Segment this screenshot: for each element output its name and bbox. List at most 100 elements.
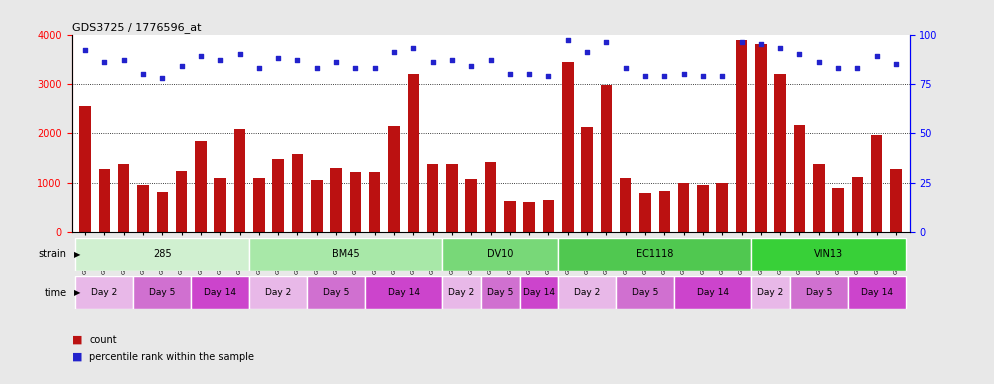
Bar: [562, 62, 574, 232]
Point: [791, 51, 807, 58]
Text: 285: 285: [153, 249, 172, 260]
Text: VIN13: VIN13: [814, 249, 843, 260]
Point: [580, 49, 595, 55]
Bar: [481, 276, 520, 309]
Bar: [848, 276, 906, 309]
Bar: [832, 188, 844, 232]
Point: [541, 73, 557, 79]
Bar: [137, 185, 149, 232]
Point: [213, 57, 229, 63]
Bar: [774, 74, 786, 232]
Text: Day 2: Day 2: [757, 288, 783, 297]
Bar: [736, 40, 747, 232]
Bar: [80, 106, 90, 232]
Bar: [558, 238, 751, 271]
Bar: [891, 169, 902, 232]
Point: [811, 59, 827, 65]
Bar: [485, 162, 496, 232]
Text: ■: ■: [72, 352, 83, 362]
Bar: [76, 276, 133, 309]
Point: [656, 73, 672, 79]
Bar: [133, 276, 191, 309]
Text: Day 5: Day 5: [487, 288, 513, 297]
Point: [270, 55, 286, 61]
Point: [406, 45, 421, 51]
Point: [617, 65, 633, 71]
Point: [463, 63, 479, 69]
Bar: [520, 276, 558, 309]
Bar: [751, 276, 790, 309]
Text: GDS3725 / 1776596_at: GDS3725 / 1776596_at: [72, 22, 201, 33]
Point: [174, 63, 190, 69]
Point: [521, 71, 537, 77]
Bar: [249, 238, 442, 271]
Bar: [581, 126, 592, 232]
Bar: [76, 238, 249, 271]
Text: Day 14: Day 14: [697, 288, 729, 297]
Bar: [620, 178, 631, 232]
Bar: [253, 178, 264, 232]
Text: EC1118: EC1118: [636, 249, 673, 260]
Bar: [249, 276, 307, 309]
Bar: [426, 164, 438, 232]
Point: [715, 73, 731, 79]
Point: [328, 59, 344, 65]
Bar: [639, 193, 651, 232]
Bar: [369, 172, 381, 232]
Text: ▶: ▶: [74, 288, 81, 297]
Bar: [176, 171, 188, 232]
Text: ■: ■: [72, 335, 83, 345]
Text: BM45: BM45: [332, 249, 360, 260]
Bar: [350, 172, 361, 232]
Bar: [558, 276, 616, 309]
Point: [115, 57, 131, 63]
Bar: [852, 177, 863, 232]
Text: Day 14: Day 14: [861, 288, 893, 297]
Bar: [311, 180, 323, 232]
Bar: [365, 276, 442, 309]
Bar: [98, 169, 110, 232]
Bar: [793, 124, 805, 232]
Point: [367, 65, 383, 71]
Bar: [674, 276, 751, 309]
Point: [734, 40, 749, 46]
Text: Day 5: Day 5: [632, 288, 658, 297]
Bar: [442, 238, 558, 271]
Bar: [616, 276, 674, 309]
Point: [695, 73, 711, 79]
Point: [250, 65, 266, 71]
Bar: [871, 135, 883, 232]
Bar: [118, 164, 129, 232]
Point: [676, 71, 692, 77]
Bar: [272, 159, 284, 232]
Bar: [678, 183, 690, 232]
Bar: [307, 276, 365, 309]
Point: [850, 65, 866, 71]
Text: Day 2: Day 2: [574, 288, 600, 297]
Text: Day 14: Day 14: [388, 288, 419, 297]
Bar: [790, 276, 848, 309]
Point: [444, 57, 460, 63]
Bar: [408, 74, 419, 232]
Point: [78, 47, 93, 53]
Bar: [658, 191, 670, 232]
Point: [483, 57, 498, 63]
Bar: [504, 201, 516, 232]
Bar: [524, 202, 535, 232]
Text: percentile rank within the sample: percentile rank within the sample: [89, 352, 254, 362]
Text: Day 2: Day 2: [265, 288, 291, 297]
Bar: [717, 183, 728, 232]
Bar: [330, 167, 342, 232]
Point: [598, 40, 614, 46]
Bar: [291, 154, 303, 232]
Text: Day 14: Day 14: [523, 288, 555, 297]
Point: [424, 59, 440, 65]
Point: [309, 65, 325, 71]
Bar: [446, 164, 457, 232]
Bar: [156, 192, 168, 232]
Point: [96, 59, 112, 65]
Bar: [215, 178, 226, 232]
Point: [193, 53, 209, 60]
Point: [289, 57, 305, 63]
Bar: [195, 141, 207, 232]
